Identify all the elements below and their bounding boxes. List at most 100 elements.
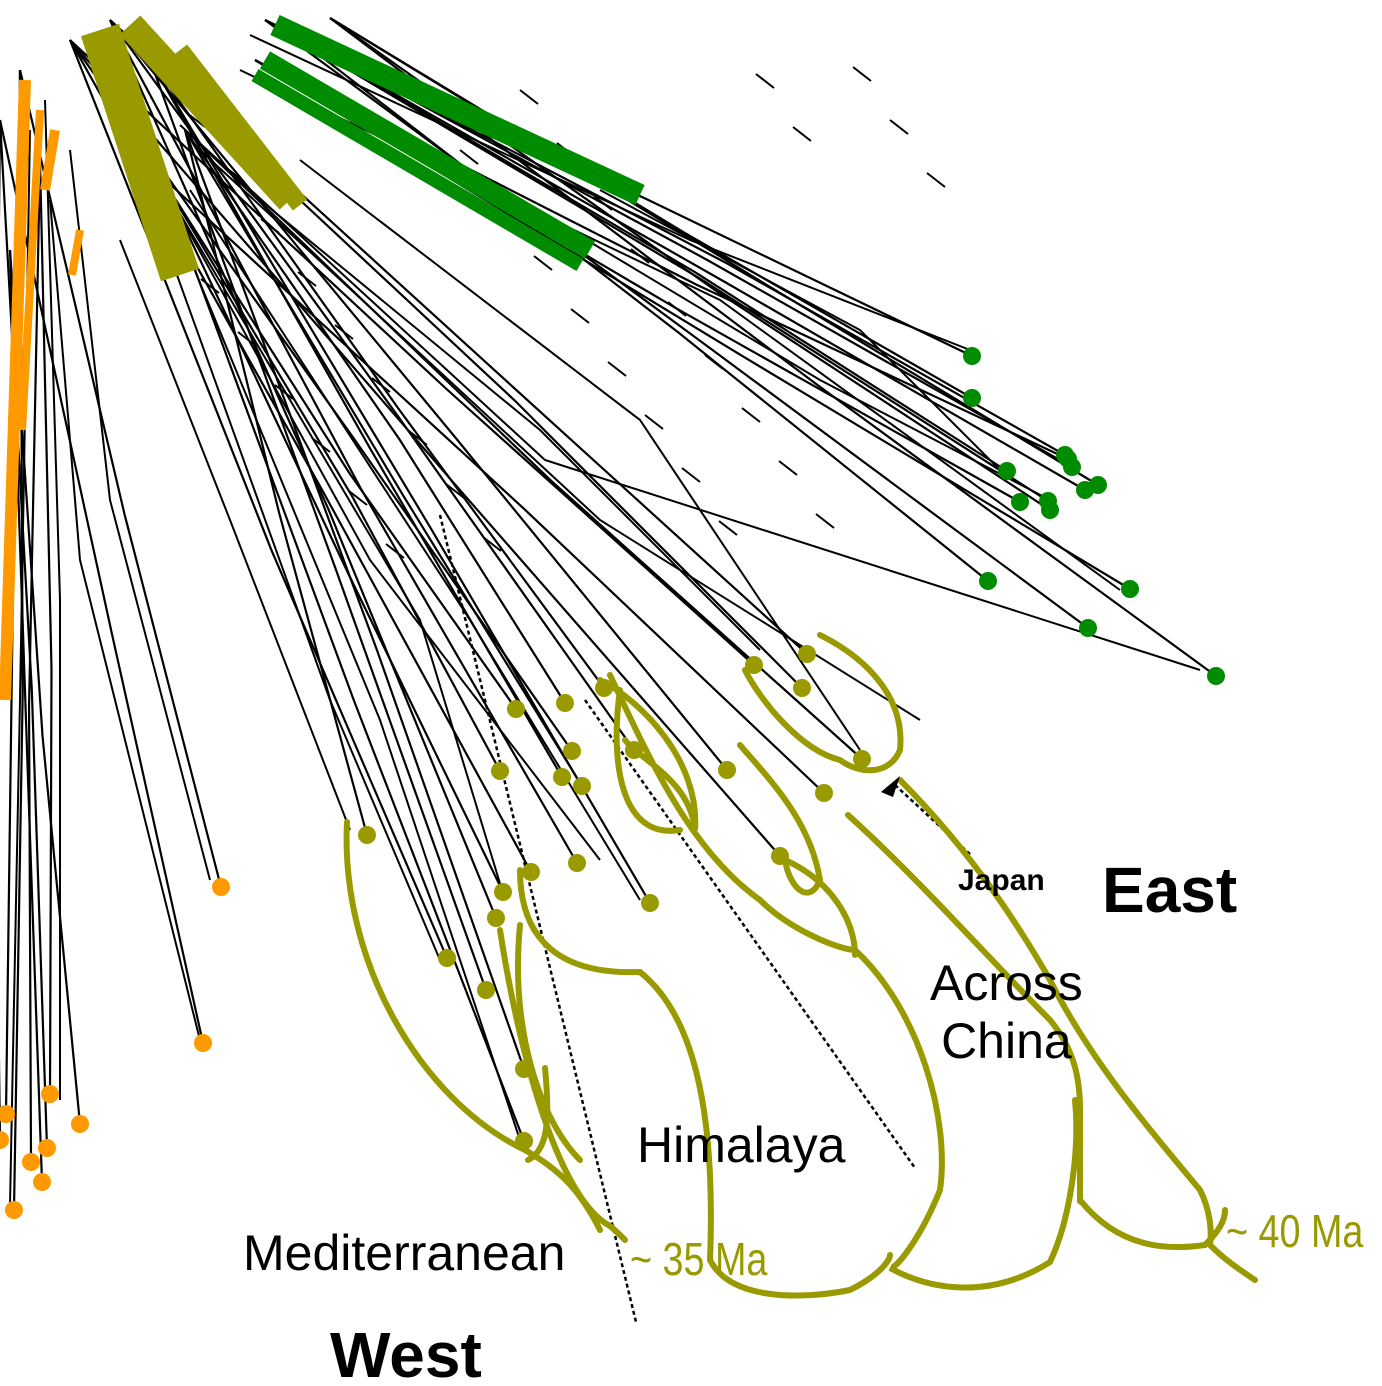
network-link <box>189 189 641 901</box>
olive-branch <box>149 59 651 904</box>
olive-tip-dot <box>507 700 525 718</box>
olive-cladogram-overlay <box>343 632 1258 1299</box>
orange-thick-branch <box>0 79 31 701</box>
reticulation-link <box>274 384 294 400</box>
reticulation-link <box>223 165 243 181</box>
olive-tip-dot <box>515 1060 533 1078</box>
cladogram-branch <box>742 632 904 774</box>
green-branch <box>329 17 973 399</box>
olive-branch <box>148 59 488 991</box>
olive-branch <box>109 19 728 771</box>
reticulation-link <box>644 414 664 430</box>
orange-tip-dot <box>0 1105 15 1123</box>
green-tip-dot <box>979 572 997 590</box>
olive-tip-dot <box>553 768 571 786</box>
reticulation-link <box>385 543 405 559</box>
network-link <box>154 169 601 861</box>
olive-branch <box>159 174 825 794</box>
green-thick-branch <box>259 51 596 259</box>
olive-branch <box>158 174 526 1142</box>
west-label: West <box>330 1319 482 1386</box>
olive-tip-dot <box>494 883 512 901</box>
reticulation-link <box>778 460 798 476</box>
olive-tip-dot <box>522 863 540 881</box>
olive-tip-dot <box>573 777 591 795</box>
olive-branch <box>68 39 449 959</box>
dashed-line <box>438 514 638 1323</box>
reticulation-link <box>408 430 428 446</box>
orange-tip-dot <box>194 1034 212 1052</box>
reticulation-link <box>667 301 687 317</box>
orange-tip-dot <box>41 1085 59 1103</box>
network-link <box>249 34 971 351</box>
orange-tip-dot <box>33 1173 51 1191</box>
orange-branch <box>0 119 49 1149</box>
reticulation-link <box>815 513 835 529</box>
reticulation-link <box>519 89 539 105</box>
olive-branch <box>109 19 578 864</box>
green-tip-dot <box>1041 501 1059 519</box>
reticulation-link <box>741 407 761 423</box>
dashed-divider-lines <box>438 514 973 1323</box>
reticulation-link <box>237 331 257 347</box>
orange-thick-branch <box>68 229 84 276</box>
orange-branch <box>38 159 53 1095</box>
reticulation-link <box>718 520 738 536</box>
cladogram-branch <box>845 812 1228 1251</box>
network-link <box>159 179 506 901</box>
olive-tip-dot <box>745 656 763 674</box>
reticulation-link <box>348 490 368 506</box>
reticulation-link <box>533 255 553 271</box>
green-tip-dot <box>1011 493 1029 511</box>
reticulation-link <box>334 324 354 340</box>
olive-branch <box>184 129 566 704</box>
cladogram-branch <box>607 672 1080 1291</box>
olive-tip-dot <box>563 742 581 760</box>
reticulation-link <box>297 271 317 287</box>
orange-tip-dot <box>0 1131 9 1149</box>
green-tip-dot <box>1076 481 1094 499</box>
network-link <box>259 199 761 651</box>
reticulation-link <box>889 119 909 135</box>
olive-tip-dot <box>771 847 789 865</box>
green-branch <box>264 19 1089 629</box>
across-china-label: Across China <box>930 955 1083 1069</box>
network-link <box>119 239 351 831</box>
reticulation-link <box>926 172 946 188</box>
reticulation-link <box>311 437 331 453</box>
green-tip-dot <box>1056 446 1074 464</box>
olive-branch <box>149 59 605 689</box>
reticulation-link <box>200 278 220 294</box>
olive-tip-dot <box>515 1132 533 1150</box>
himalaya-label: Himalaya <box>637 1117 846 1173</box>
green-tip-dot <box>1121 580 1139 598</box>
age-35-label: ~ 35 Ma <box>630 1233 768 1285</box>
reticulation-link <box>570 308 590 324</box>
orange-thick-branch <box>40 129 60 191</box>
olive-tip-dot <box>718 761 736 779</box>
network-link <box>149 199 441 961</box>
olive-tip-dot <box>815 784 833 802</box>
olive-tip-dot <box>556 694 574 712</box>
reticulation-link <box>681 467 701 483</box>
east-label: East <box>1102 854 1238 926</box>
network-link <box>69 149 211 881</box>
olive-tip-dot <box>358 826 376 844</box>
green-tip-dot <box>1079 619 1097 637</box>
olive-tip-dot <box>853 750 871 768</box>
olive-thick-branch <box>172 44 308 211</box>
mediterranean-label: Mediterranean <box>243 1225 566 1281</box>
orange-tip-dot <box>38 1139 56 1157</box>
japan-label: Japan <box>958 864 1045 897</box>
olive-branch <box>184 129 583 787</box>
green-tip-dot <box>998 462 1016 480</box>
olive-tip-dot <box>491 762 509 780</box>
reticulation-link <box>482 536 502 552</box>
dashed-line <box>583 699 917 1169</box>
network-link <box>169 209 521 1141</box>
olive-tip-dot <box>595 679 613 697</box>
reticulation-link <box>792 126 812 142</box>
olive-branch <box>183 129 526 1070</box>
reticulation-link <box>260 218 280 234</box>
